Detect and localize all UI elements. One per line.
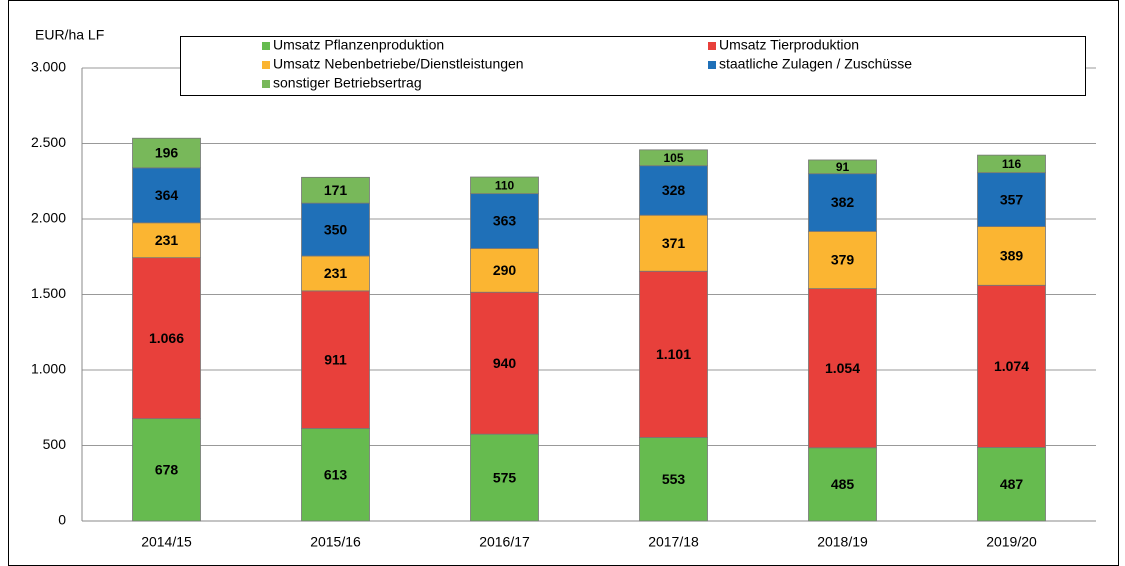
data-label: 231 [155, 232, 179, 248]
bar-segment [132, 137, 201, 169]
legend-swatch [262, 61, 270, 69]
bar-segment [977, 284, 1046, 448]
data-label: 1.101 [656, 346, 691, 362]
data-label: 231 [324, 265, 348, 281]
y-tick-label: 2.000 [31, 210, 66, 226]
x-tick-label: 2016/17 [479, 534, 530, 550]
bar-segment [977, 447, 1046, 522]
bar-segment [808, 173, 877, 232]
data-label: 196 [155, 145, 179, 161]
data-label: 110 [495, 178, 515, 192]
legend-label: Umsatz Pflanzenproduktion [273, 37, 444, 53]
legend-box [180, 36, 1086, 96]
data-label: 371 [662, 235, 686, 251]
y-axis-label: EUR/ha LF [35, 27, 104, 43]
data-label: 485 [831, 476, 855, 492]
data-label: 171 [324, 182, 348, 198]
legend-swatch [708, 61, 716, 69]
y-tick-label: 500 [43, 436, 67, 452]
bar-segment [470, 176, 539, 195]
legend-swatch [262, 80, 270, 88]
legend-swatch [262, 42, 270, 50]
bar-segment [808, 288, 877, 449]
data-label: 363 [493, 213, 517, 229]
legend-label: Umsatz Nebenbetriebe/Dienstleistungen [273, 56, 524, 72]
bar-segment [470, 193, 539, 249]
data-label: 105 [663, 151, 683, 165]
data-label: 364 [155, 187, 179, 203]
bar-segment [808, 447, 877, 522]
bar-segment [639, 270, 708, 438]
y-tick-label: 2.500 [31, 134, 66, 150]
legend-label: Umsatz Tierproduktion [719, 37, 859, 53]
data-label: 1.054 [825, 360, 860, 376]
bar-segment [301, 202, 370, 257]
data-label: 328 [662, 182, 686, 198]
data-label: 487 [1000, 476, 1024, 492]
data-label: 575 [493, 469, 517, 485]
data-label: 116 [1002, 157, 1022, 171]
bar-segment [639, 165, 708, 216]
data-label: 379 [831, 252, 855, 268]
x-tick-label: 2019/20 [986, 534, 1037, 550]
data-label: 350 [324, 221, 348, 237]
legend-label: staatliche Zulagen / Zuschüsse [719, 56, 912, 72]
y-tick-label: 1.000 [31, 361, 66, 377]
data-label: 389 [1000, 248, 1024, 264]
y-tick-label: 0 [58, 512, 66, 528]
bar-segment [977, 226, 1046, 286]
bar-segment [470, 291, 539, 435]
data-label: 91 [836, 160, 850, 174]
data-label: 940 [493, 355, 517, 371]
bar-segment [301, 255, 370, 292]
data-label: 1.074 [994, 358, 1029, 374]
bar-segment [977, 154, 1046, 174]
data-label: 911 [324, 351, 347, 367]
legend-label: sonstiger Betriebsertrag [273, 75, 422, 91]
bar-segment [470, 248, 539, 293]
bar-segment [301, 290, 370, 429]
bar-segment [639, 149, 708, 167]
bar-segment [977, 172, 1046, 227]
legend-swatch [708, 42, 716, 50]
data-label: 613 [324, 466, 348, 482]
bar-segment [470, 433, 539, 522]
data-label: 357 [1000, 191, 1024, 207]
data-label: 678 [155, 462, 179, 478]
data-label: 382 [831, 194, 855, 210]
data-label: 1.066 [149, 330, 184, 346]
bar-segment [301, 176, 370, 204]
bar-segment [639, 214, 708, 272]
x-tick-label: 2018/19 [817, 534, 868, 550]
bar-segment [132, 418, 201, 522]
y-tick-label: 1.500 [31, 285, 66, 301]
bar-segment [808, 159, 877, 175]
x-tick-label: 2017/18 [648, 534, 699, 550]
x-tick-label: 2015/16 [310, 534, 361, 550]
data-label: 290 [493, 262, 517, 278]
bar-segment [808, 230, 877, 290]
y-tick-label: 3.000 [31, 59, 66, 75]
x-tick-label: 2014/15 [141, 534, 192, 550]
bar-segment [301, 428, 370, 522]
data-label: 553 [662, 471, 686, 487]
